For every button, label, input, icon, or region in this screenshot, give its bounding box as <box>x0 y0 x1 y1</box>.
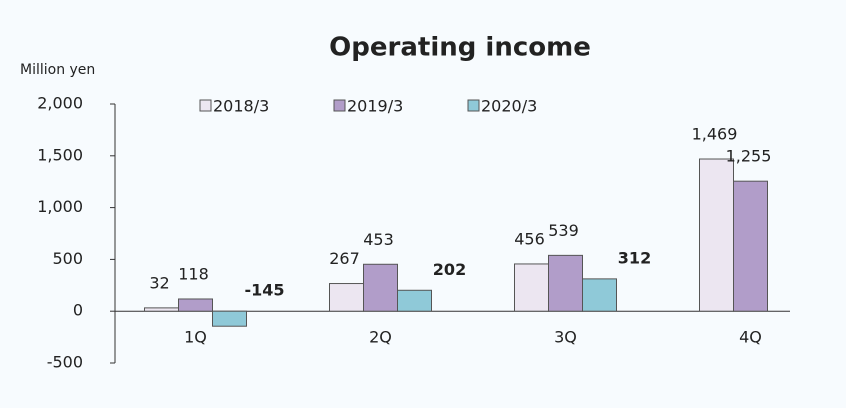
value-label: 312 <box>618 248 651 267</box>
bar <box>212 310 247 327</box>
legend-swatch <box>467 99 480 112</box>
legend-label: 2020/3 <box>481 97 537 116</box>
legend-label: 2019/3 <box>347 97 403 116</box>
value-label: 118 <box>178 264 209 283</box>
y-tick-label: 500 <box>52 249 83 268</box>
value-label: -145 <box>244 281 284 300</box>
bar <box>178 298 213 312</box>
x-tick-label: 1Q <box>184 328 207 347</box>
bar <box>144 307 179 312</box>
legend-swatch <box>199 99 212 112</box>
bar <box>363 263 398 312</box>
bar <box>514 263 549 312</box>
y-axis-label: Million yen <box>20 62 95 78</box>
value-label: 456 <box>514 229 545 248</box>
value-label: 453 <box>363 230 394 249</box>
legend-label: 2018/3 <box>213 97 269 116</box>
chart-title: Operating income <box>329 33 591 63</box>
value-label: 539 <box>548 221 579 240</box>
y-tick-label: 2,000 <box>37 94 83 113</box>
bar <box>699 158 734 312</box>
y-tick-label: 1,500 <box>37 145 83 164</box>
bar <box>329 283 364 312</box>
x-tick-label: 4Q <box>739 328 762 347</box>
value-label: 1,255 <box>726 147 772 166</box>
legend-swatch <box>333 99 346 112</box>
bar <box>733 180 768 312</box>
bar <box>582 278 617 312</box>
x-tick-label: 3Q <box>554 328 577 347</box>
value-label: 32 <box>149 273 169 292</box>
x-tick-label: 2Q <box>369 328 392 347</box>
bar <box>548 254 583 312</box>
value-label: 202 <box>433 260 466 279</box>
value-label: 1,469 <box>692 125 738 144</box>
bar <box>397 289 432 312</box>
value-label: 267 <box>329 249 360 268</box>
y-tick-label: 1,000 <box>37 197 83 216</box>
y-tick-label: -500 <box>47 353 83 372</box>
y-tick-label: 0 <box>73 301 83 320</box>
